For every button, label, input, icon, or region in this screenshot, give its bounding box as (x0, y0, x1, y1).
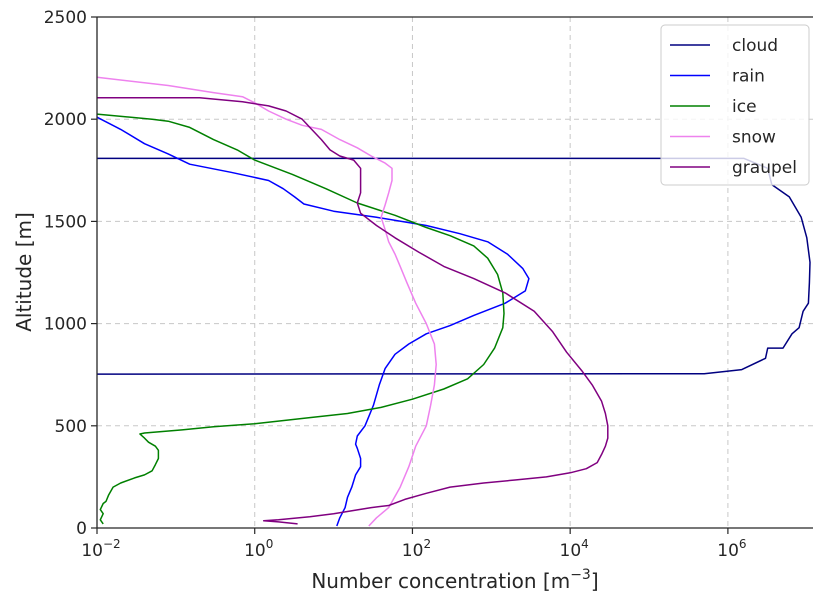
y-tick-label: 2000 (44, 110, 87, 130)
x-tick-label: 10−2 (81, 537, 120, 561)
ice-legend-label: ice (732, 97, 757, 117)
y-tick-label: 1000 (44, 315, 87, 335)
ice-line (96, 113, 505, 525)
series-lines (96, 76, 811, 527)
y-tick-label: 1500 (44, 212, 87, 232)
x-axis-label-exponent: −3 (570, 567, 591, 583)
y-axis-label: Altitude [m] (12, 212, 36, 332)
y-tick-label: 500 (55, 417, 87, 437)
legend-frame (660, 24, 810, 186)
graupel-legend-label: graupel (732, 158, 797, 178)
x-axis-label-end: ] (591, 569, 599, 593)
rain-line (96, 116, 530, 527)
snow-legend-label: snow (732, 128, 776, 148)
snow-line (96, 76, 437, 527)
cloud-legend-label: cloud (732, 36, 778, 56)
x-tick-label: 104 (560, 537, 589, 561)
x-axis-label: Number concentration [m−3] (311, 567, 598, 593)
x-tick-label: 102 (402, 537, 431, 561)
y-tick-label: 2500 (44, 8, 87, 28)
legend: cloud rain ice snow graupel (660, 24, 810, 186)
x-tick-label: 106 (717, 537, 746, 561)
axes (96, 16, 813, 529)
cloud-line (96, 157, 811, 375)
y-tick-label: 0 (76, 519, 87, 539)
tick-labels: 10−2 100 102 104 106 0 500 1000 1500 2000 2500 (44, 8, 747, 561)
rain-legend-label: rain (732, 67, 765, 87)
graupel-line (97, 96, 609, 525)
x-tick-label: 100 (244, 537, 273, 561)
